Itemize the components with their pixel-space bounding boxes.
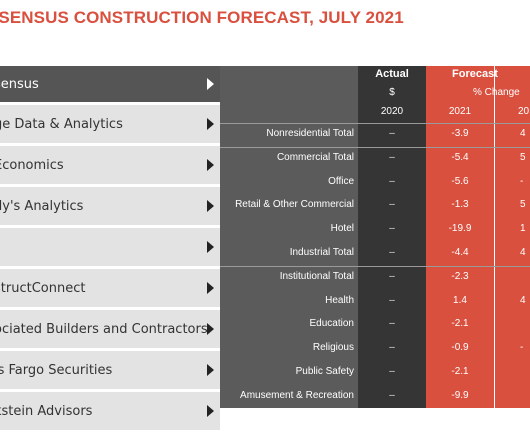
- row-actual-2020: –: [389, 366, 395, 377]
- header-actual: Actual: [375, 68, 409, 80]
- row-forecast-2022: 4: [520, 247, 526, 258]
- header-year-2020: 2020: [380, 106, 404, 117]
- row-forecast-2022: 1: [520, 223, 526, 235]
- row-forecast-2021: -2.1: [451, 366, 469, 377]
- row-name: Commercial Total: [276, 151, 354, 163]
- row-forecast-2021: -0.9: [451, 342, 469, 354]
- row-forecast-2021: -2.1: [451, 318, 469, 330]
- row-forecast-2021: -1.3: [451, 199, 469, 211]
- table-row: Public Safety – -2.1: [220, 362, 530, 385]
- sidebar-item-label: kstein Advisors: [0, 403, 93, 419]
- row-forecast-2021: -19.9: [448, 223, 472, 235]
- sidebar-item-label: ls Fargo Securities: [0, 362, 113, 378]
- page-title: NSENSUS CONSTRUCTION FORECAST, JULY 2021: [0, 8, 404, 27]
- row-actual-2020: –: [389, 318, 395, 330]
- sidebar-item-label: ge Data & Analytics: [0, 116, 123, 132]
- sidebar-item-label: sensus: [0, 76, 39, 92]
- row-actual-2020: –: [389, 247, 395, 258]
- chevron-right-icon: [207, 118, 214, 130]
- sidebar-item[interactable]: [0, 228, 220, 266]
- row-forecast-2022: 4: [520, 128, 526, 139]
- forecast-table: Actual Forecast $ % Change 2020 2021 20 …: [220, 66, 530, 408]
- sidebar-item[interactable]: kstein Advisors: [0, 392, 220, 430]
- row-name: Amusement & Recreation: [240, 389, 354, 401]
- sidebar-item[interactable]: ge Data & Analytics: [0, 105, 220, 143]
- table-row: Commercial Total – -5.4 5: [220, 148, 530, 171]
- chevron-right-icon: [207, 405, 214, 417]
- row-name: Industrial Total: [289, 247, 354, 258]
- row-forecast-2022: -: [520, 175, 524, 187]
- table-row: Industrial Total – -4.4 4: [220, 243, 530, 266]
- table-row: Religious – -0.9 -: [220, 338, 530, 361]
- row-forecast-2021: -2.3: [451, 270, 469, 282]
- sidebar-item-label: structConnect: [0, 280, 86, 296]
- row-name: Institutional Total: [279, 270, 354, 282]
- row-forecast-2021: -3.9: [451, 128, 469, 139]
- row-name: Public Safety: [295, 366, 354, 377]
- table-row: Amusement & Recreation – -9.9: [220, 386, 530, 409]
- header-dollar: $: [389, 87, 395, 98]
- chevron-right-icon: [207, 78, 214, 90]
- header-year-2022: 20: [518, 106, 530, 117]
- chevron-right-icon: [207, 200, 214, 212]
- row-forecast-2022: -: [520, 342, 524, 354]
- sidebar-item[interactable]: structConnect: [0, 269, 220, 307]
- row-name: Office: [328, 175, 354, 187]
- row-actual-2020: –: [389, 294, 395, 306]
- chevron-right-icon: [207, 364, 214, 376]
- table-row: Office – -5.6 -: [220, 172, 530, 195]
- header-year-2021: 2021: [448, 106, 472, 117]
- sidebar-item-label: dy's Analytics: [0, 198, 84, 214]
- chevron-right-icon: [207, 159, 214, 171]
- sidebar-item[interactable]: ls Fargo Securities: [0, 351, 220, 389]
- row-forecast-2022: 5: [520, 151, 526, 163]
- chevron-right-icon: [207, 282, 214, 294]
- row-name: Hotel: [330, 223, 354, 235]
- table-row: Nonresidential Total – -3.9 4: [220, 124, 530, 147]
- row-actual-2020: –: [389, 151, 395, 163]
- table-row: Hotel – -19.9 1: [220, 219, 530, 242]
- row-actual-2020: –: [389, 199, 395, 211]
- row-name: Education: [309, 318, 354, 330]
- row-forecast-2021: -5.6: [451, 175, 469, 187]
- row-name: Retail & Other Commercial: [235, 199, 354, 211]
- row-forecast-2022: 5: [520, 199, 526, 211]
- sidebar-item[interactable]: ociated Builders and Contractors: [0, 310, 220, 348]
- row-actual-2020: –: [389, 270, 395, 282]
- header-forecast: Forecast: [452, 68, 498, 80]
- sidebar-item[interactable]: dy's Analytics: [0, 187, 220, 225]
- row-actual-2020: –: [389, 128, 395, 139]
- header-divider: [220, 123, 530, 124]
- row-name: Nonresidential Total: [266, 128, 354, 139]
- sidebar-item[interactable]: Economics: [0, 146, 220, 184]
- section-divider: [220, 146, 530, 148]
- table-row: Institutional Total – -2.3: [220, 267, 530, 290]
- sidebar-item-label: Economics: [0, 157, 64, 173]
- chevron-right-icon: [207, 323, 214, 335]
- row-name: Religious: [312, 342, 354, 354]
- sidebar-item[interactable]: sensus: [0, 66, 220, 102]
- sidebar-item-label: ociated Builders and Contractors: [0, 321, 208, 337]
- table-row: Education – -2.1: [220, 314, 530, 337]
- row-forecast-2021: -4.4: [451, 247, 469, 258]
- table-row: Health – 1.4 4: [220, 291, 530, 314]
- row-forecast-2021: -9.9: [451, 389, 469, 401]
- chevron-right-icon: [207, 241, 214, 253]
- row-forecast-2022: 4: [520, 294, 526, 306]
- row-forecast-2021: -5.4: [451, 151, 469, 163]
- row-forecast-2021: 1.4: [453, 294, 467, 306]
- row-actual-2020: –: [389, 342, 395, 354]
- source-sidebar: sensus ge Data & Analytics Economics dy's …: [0, 66, 220, 433]
- table-row: Retail & Other Commercial – -1.3 5: [220, 195, 530, 218]
- row-actual-2020: –: [389, 389, 395, 401]
- row-actual-2020: –: [389, 223, 395, 235]
- row-name: Health: [325, 294, 354, 306]
- row-actual-2020: –: [389, 175, 395, 187]
- header-pct-change: % Change: [473, 87, 520, 98]
- section-divider: [220, 265, 530, 267]
